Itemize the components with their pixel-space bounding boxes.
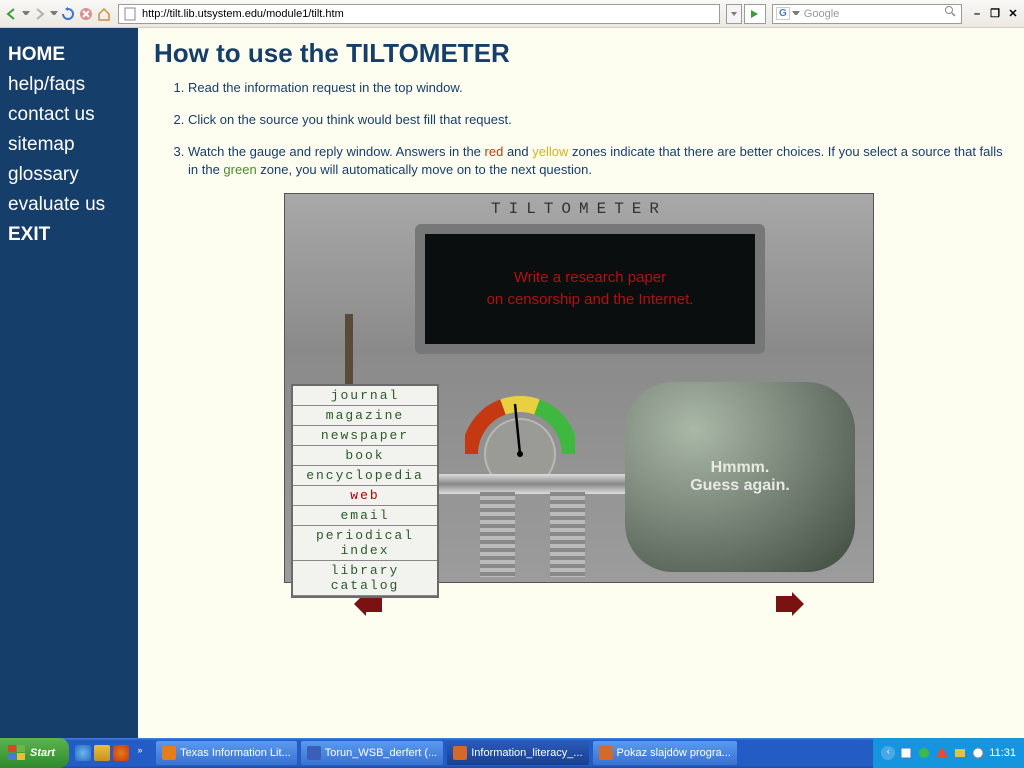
start-button[interactable]: Start bbox=[0, 738, 69, 768]
next-arrow[interactable] bbox=[776, 591, 804, 615]
back-icon[interactable] bbox=[4, 6, 20, 22]
source-periodical-index[interactable]: periodical index bbox=[293, 526, 437, 561]
sidebar-item-evaluate-us[interactable]: evaluate us bbox=[8, 190, 130, 220]
source-newspaper[interactable]: newspaper bbox=[293, 426, 437, 446]
step-1: Read the information request in the top … bbox=[188, 79, 1004, 97]
insulator-1 bbox=[480, 492, 515, 577]
ql-firefox-icon[interactable] bbox=[113, 745, 129, 761]
source-book[interactable]: book bbox=[293, 446, 437, 466]
close-icon[interactable]: ✕ bbox=[1006, 7, 1020, 21]
sidebar-item-help-faqs[interactable]: help/faqs bbox=[8, 70, 130, 100]
prompt-line-2: on censorship and the Internet. bbox=[487, 289, 694, 311]
instructions-list: Read the information request in the top … bbox=[188, 79, 1004, 179]
clock: 11:31 bbox=[989, 747, 1016, 759]
ql-outlook-icon[interactable] bbox=[94, 745, 110, 761]
ql-more-icon[interactable]: » bbox=[132, 745, 148, 761]
stop-icon[interactable] bbox=[78, 6, 94, 22]
minimize-icon[interactable]: – bbox=[970, 7, 984, 21]
sidebar: HOMEhelp/faqscontact ussitemapglossaryev… bbox=[0, 28, 138, 738]
browser-toolbar: http://tilt.lib.utsystem.edu/module1/til… bbox=[0, 0, 1024, 28]
system-tray: ‹ 11:31 bbox=[873, 738, 1024, 768]
forward-icon[interactable] bbox=[32, 6, 48, 22]
reply-line-1: Hmmm. bbox=[711, 459, 770, 477]
insulator-2 bbox=[550, 492, 585, 577]
task-pokaz-slajd-w-progra[interactable]: Pokaz slajdów progra... bbox=[593, 741, 737, 765]
task-label: Pokaz slajdów progra... bbox=[617, 747, 731, 759]
task-torun-wsb-derfert-[interactable]: Torun_WSB_derfert (... bbox=[301, 741, 444, 765]
sidebar-item-glossary[interactable]: glossary bbox=[8, 160, 130, 190]
back-dropdown-icon[interactable] bbox=[22, 11, 30, 17]
sidebar-item-home[interactable]: HOME bbox=[8, 40, 130, 70]
tray-icon-1[interactable] bbox=[899, 746, 913, 760]
source-magazine[interactable]: magazine bbox=[293, 406, 437, 426]
restore-icon[interactable]: ❐ bbox=[988, 7, 1002, 21]
task-texas-information-li[interactable]: Texas Information Lit... bbox=[156, 741, 297, 765]
url-text: http://tilt.lib.utsystem.edu/module1/til… bbox=[142, 8, 344, 20]
step-3: Watch the gauge and reply window. Answer… bbox=[188, 143, 1004, 179]
source-list: journalmagazinenewspaperbookencyclopedia… bbox=[291, 384, 439, 598]
task-label: Torun_WSB_derfert (... bbox=[325, 747, 438, 759]
task-app-icon bbox=[453, 746, 467, 760]
pipe-graphic bbox=[439, 474, 629, 494]
ql-ie-icon[interactable] bbox=[75, 745, 91, 761]
home-icon[interactable] bbox=[96, 6, 112, 22]
task-app-icon bbox=[162, 746, 176, 760]
url-dropdown-icon[interactable] bbox=[726, 4, 742, 24]
search-engine-dropdown-icon[interactable] bbox=[792, 11, 800, 17]
tray-icon-4[interactable] bbox=[953, 746, 967, 760]
prompt-line-1: Write a research paper bbox=[514, 267, 666, 289]
sidebar-item-sitemap[interactable]: sitemap bbox=[8, 130, 130, 160]
source-email[interactable]: email bbox=[293, 506, 437, 526]
url-bar[interactable]: http://tilt.lib.utsystem.edu/module1/til… bbox=[118, 4, 720, 24]
search-placeholder: Google bbox=[804, 8, 839, 20]
tray-expand-icon[interactable]: ‹ bbox=[881, 746, 895, 760]
windows-logo-icon bbox=[8, 745, 26, 761]
device-title: TILTOMETER bbox=[285, 200, 873, 218]
gauge-icon bbox=[465, 394, 575, 474]
source-journal[interactable]: journal bbox=[293, 386, 437, 406]
source-library-catalog[interactable]: library catalog bbox=[293, 561, 437, 596]
page-title: How to use the TILTOMETER bbox=[154, 38, 1004, 69]
sidebar-item-exit[interactable]: EXIT bbox=[8, 220, 130, 250]
tiltometer-device: TILTOMETER Write a research paper on cen… bbox=[284, 193, 874, 583]
window-controls: – ❐ ✕ bbox=[970, 7, 1020, 21]
go-button[interactable] bbox=[744, 4, 766, 24]
main-area: HOMEhelp/faqscontact ussitemapglossaryev… bbox=[0, 28, 1024, 738]
taskbar: Start » Texas Information Lit... Torun_WS… bbox=[0, 738, 1024, 768]
tray-icon-2[interactable] bbox=[917, 746, 931, 760]
step-2: Click on the source you think would best… bbox=[188, 111, 1004, 129]
page-icon bbox=[122, 6, 138, 22]
task-label: Information_literacy_... bbox=[471, 747, 582, 759]
reload-icon[interactable] bbox=[60, 6, 76, 22]
task-label: Texas Information Lit... bbox=[180, 747, 291, 759]
source-web[interactable]: web bbox=[293, 486, 437, 506]
quick-launch: » bbox=[69, 745, 154, 761]
sidebar-item-contact-us[interactable]: contact us bbox=[8, 100, 130, 130]
reply-line-2: Guess again. bbox=[690, 477, 790, 495]
tray-icon-3[interactable] bbox=[935, 746, 949, 760]
source-encyclopedia[interactable]: encyclopedia bbox=[293, 466, 437, 486]
forward-dropdown-icon[interactable] bbox=[50, 11, 58, 17]
prompt-screen: Write a research paper on censorship and… bbox=[415, 224, 765, 354]
reply-window: Hmmm. Guess again. bbox=[625, 382, 855, 572]
search-box[interactable]: G Google bbox=[772, 4, 962, 24]
task-app-icon bbox=[599, 746, 613, 760]
start-label: Start bbox=[30, 747, 55, 759]
task-information-literacy[interactable]: Information_literacy_... bbox=[447, 741, 588, 765]
google-icon: G bbox=[776, 7, 790, 20]
task-app-icon bbox=[307, 746, 321, 760]
tray-icon-5[interactable] bbox=[971, 746, 985, 760]
content: How to use the TILTOMETER Read the infor… bbox=[138, 28, 1024, 738]
gauge bbox=[465, 394, 575, 464]
search-icon[interactable] bbox=[944, 5, 958, 22]
